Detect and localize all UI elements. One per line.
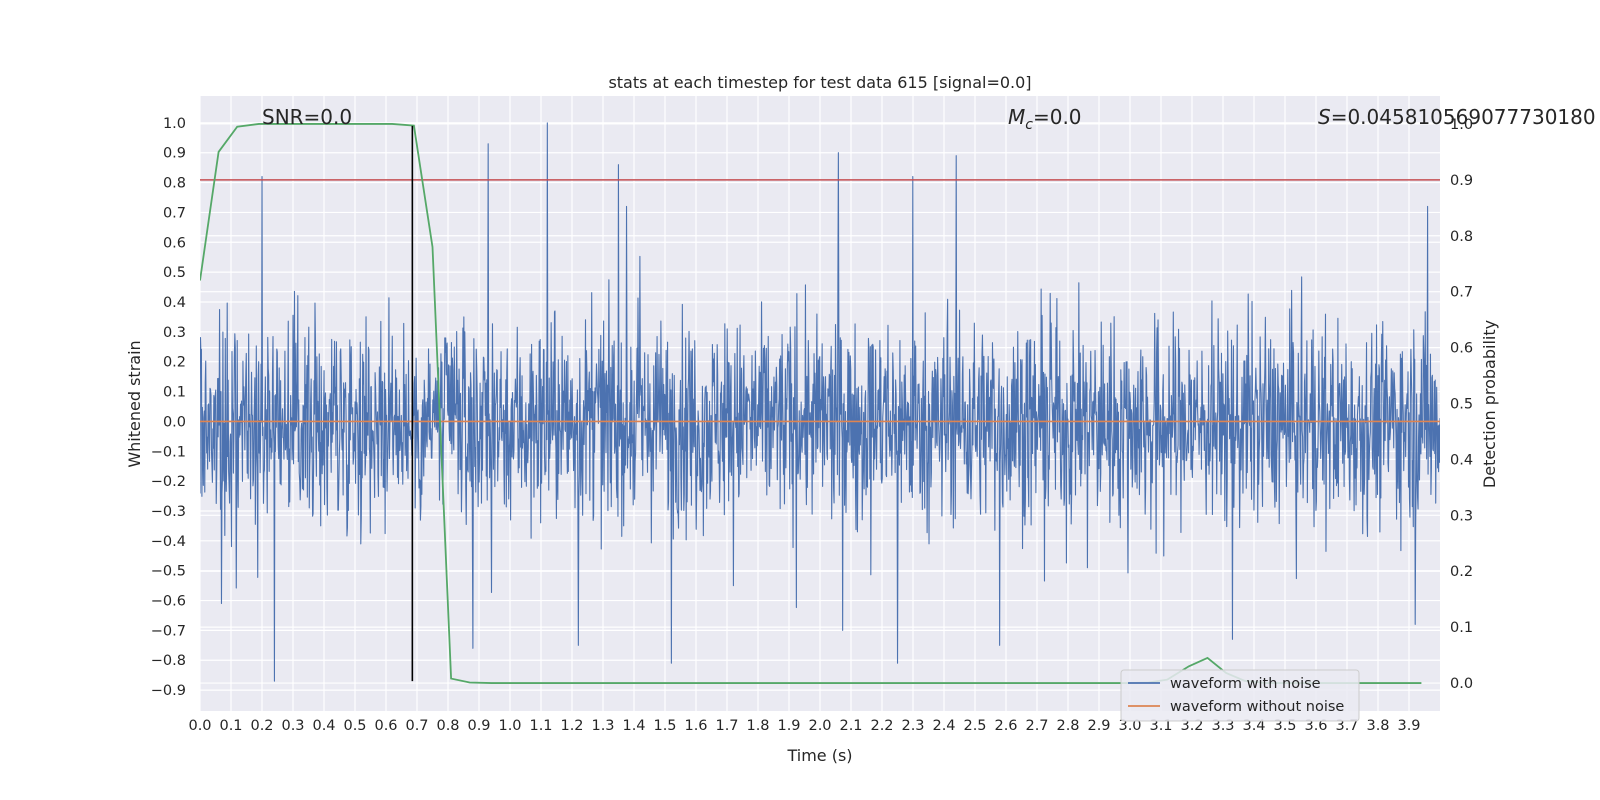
waveform-with-noise-series [200, 122, 1440, 682]
grid-y [200, 122, 1440, 691]
y-tick-label: −0.4 [151, 534, 186, 550]
x-tick-label: 1.1 [529, 718, 552, 734]
y-tick-label: 0.8 [163, 176, 186, 192]
y-tick-label: −0.7 [151, 623, 186, 639]
y-right-tick-label: 0.6 [1450, 341, 1473, 357]
x-tick-label: 1.3 [591, 718, 614, 734]
x-tick-label: 3.9 [1397, 718, 1420, 734]
y-tick-label: 0.2 [163, 355, 186, 371]
y-tick-label: −0.8 [151, 653, 186, 669]
x-tick-label: 2.2 [870, 718, 893, 734]
y-tick-label: −0.5 [151, 564, 186, 580]
annotation-snr: SNR=0.0 [262, 105, 352, 129]
x-tick-label: 0.4 [312, 718, 335, 734]
x-tick-label: 0.6 [374, 718, 397, 734]
y-tick-label: 0.9 [163, 146, 186, 162]
x-tick-label: 1.8 [746, 718, 769, 734]
y-tick-label: 0.3 [163, 325, 186, 341]
y-right-tick-label: 0.8 [1450, 229, 1473, 245]
y-tick-label: −0.2 [151, 474, 186, 490]
y-tick-label: −0.9 [151, 683, 186, 699]
x-tick-label: 2.7 [1025, 718, 1048, 734]
x-tick-label: 1.6 [684, 718, 707, 734]
y-tick-label: 0.4 [163, 295, 186, 311]
legend-label-clean: waveform without noise [1170, 699, 1344, 715]
x-tick-label: 2.1 [839, 718, 862, 734]
x-tick-label: 3.1 [1149, 718, 1172, 734]
y-right-tick-label: 0.2 [1450, 564, 1473, 580]
x-tick-label: 3.0 [1118, 718, 1141, 734]
x-tick-label: 0.9 [467, 718, 490, 734]
x-tick-label: 2.4 [932, 718, 955, 734]
y-axis-label: Whitened strain [125, 340, 144, 467]
waveform-with-noise-line [200, 122, 1440, 682]
annotation-s: S=0.045810569077730180 [1318, 105, 1596, 129]
x-tick-label: 0.7 [405, 718, 428, 734]
x-tick-label: 1.9 [777, 718, 800, 734]
y-right-tick-label: 0.4 [1450, 452, 1473, 468]
x-tick-label: 3.2 [1180, 718, 1203, 734]
x-axis-label: Time (s) [786, 746, 852, 765]
x-tick-label: 3.7 [1335, 718, 1358, 734]
y-right-tick-label: 0.7 [1450, 285, 1473, 301]
detection-probability-line [200, 123, 1422, 684]
x-tick-label: 1.0 [498, 718, 521, 734]
y-tick-label: 0.1 [163, 385, 186, 401]
legend-box [1120, 669, 1360, 722]
y-tick-label: 1.0 [163, 116, 186, 132]
y-right-tick-label: 0.0 [1450, 676, 1473, 692]
y-tick-label: −0.6 [151, 594, 186, 610]
x-tick-label: 0.3 [281, 718, 304, 734]
y-right-axis-label: Detection probability [1480, 320, 1499, 488]
x-tick-label: 3.5 [1273, 718, 1296, 734]
x-tick-label: 2.5 [963, 718, 986, 734]
x-tick-label: 0.8 [436, 718, 459, 734]
y-tick-label: −0.3 [151, 504, 186, 520]
x-tick-label: 3.4 [1242, 718, 1265, 734]
y-right-tick-label: 0.9 [1450, 173, 1473, 189]
x-tick-label: 3.8 [1366, 718, 1389, 734]
x-tick-label: 3.6 [1304, 718, 1327, 734]
y-tick-label: 0.5 [163, 265, 186, 281]
y-right-tick-label: 0.5 [1450, 397, 1473, 413]
legend-label-noise: waveform with noise [1170, 676, 1321, 692]
y-right-tick-labels: 1.0 0.9 0.8 0.7 0.6 0.5 0.4 0.3 0.2 0.1 0.0 [1450, 117, 1473, 692]
y-right-tick-label: 0.1 [1450, 620, 1473, 636]
x-tick-label: 2.6 [994, 718, 1017, 734]
x-tick-label: 2.9 [1087, 718, 1110, 734]
x-tick-label: 1.4 [622, 718, 645, 734]
x-tick-label: 1.7 [715, 718, 738, 734]
y-right-tick-label: 0.3 [1450, 508, 1473, 524]
y-tick-labels: 1.0 0.9 0.8 0.7 0.6 0.5 0.4 0.3 0.2 0.1 0.0 −0.1 −0.… [151, 116, 186, 699]
x-tick-label: 0.0 [188, 718, 211, 734]
y-tick-label: 0.0 [163, 414, 186, 430]
x-tick-label: 0.2 [250, 718, 273, 734]
x-tick-label: 0.1 [219, 718, 242, 734]
x-tick-label: 2.3 [901, 718, 924, 734]
x-tick-label: 3.3 [1211, 718, 1234, 734]
y-tick-label: 0.7 [163, 205, 186, 221]
y-tick-label: −0.1 [151, 444, 186, 460]
legend: waveform with noise waveform without noi… [1120, 669, 1360, 722]
y-right-tick-label: 1.0 [1450, 117, 1473, 133]
x-tick-label: 0.5 [343, 718, 366, 734]
chart-title: stats at each timestep for test data 615… [608, 73, 1031, 92]
x-tick-labels: 0.0 0.1 0.2 0.3 0.4 0.5 0.6 0.7 0.8 0.9 1.0 1.1 1.2 1… [188, 718, 1420, 734]
y-tick-label: 0.6 [163, 235, 186, 251]
x-tick-label: 1.2 [560, 718, 583, 734]
x-tick-label: 2.8 [1056, 718, 1079, 734]
annotation-mc: Mc=0.0 [1008, 105, 1082, 133]
x-tick-label: 1.5 [653, 718, 676, 734]
x-tick-label: 2.0 [808, 718, 831, 734]
